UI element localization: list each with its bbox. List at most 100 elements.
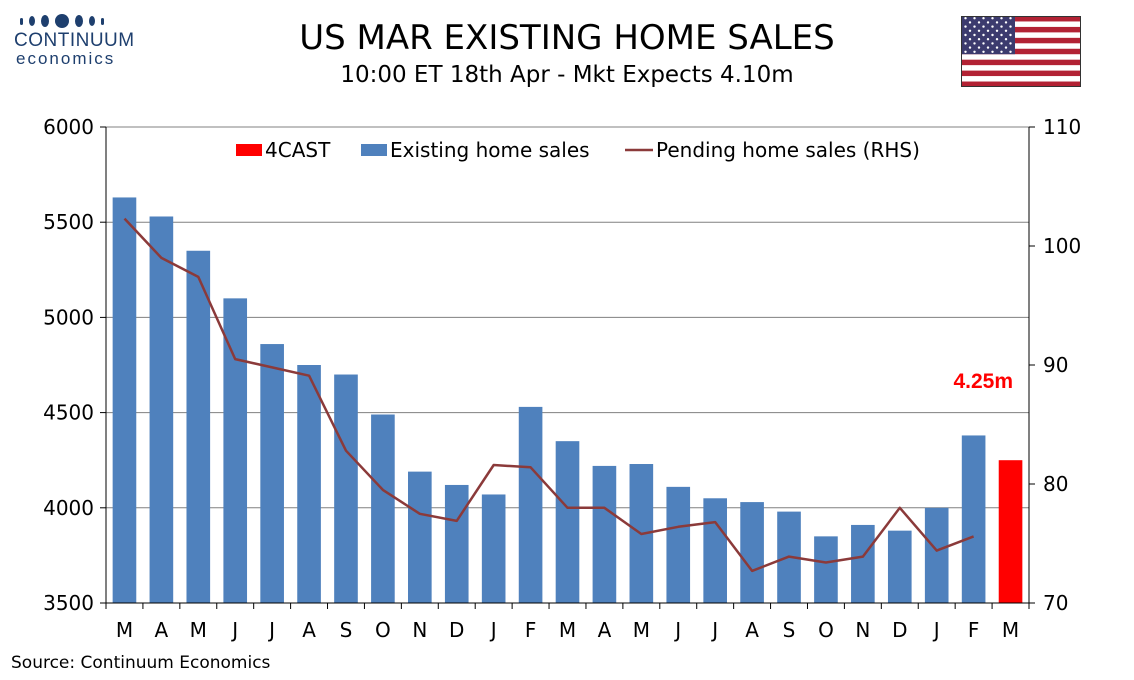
source-note: Source: Continuum Economics: [11, 653, 271, 673]
flag-star: [977, 21, 981, 24]
logo-sub: economics: [16, 49, 116, 68]
flag-star: [968, 21, 972, 24]
flag-star: [991, 50, 994, 53]
forecast-bar: [998, 460, 1023, 603]
x-tick-label: M: [1002, 618, 1019, 642]
y-left-tick-label: 5000: [43, 305, 94, 329]
flag-star: [982, 25, 985, 28]
flag-star: [1000, 42, 1003, 45]
bar: [260, 344, 284, 603]
flag-star: [986, 38, 990, 41]
flag-star: [982, 17, 985, 20]
bar: [223, 298, 248, 603]
bar: [814, 536, 838, 603]
x-tick-label: O: [375, 618, 391, 642]
bar: [851, 524, 875, 603]
flag-star: [1000, 17, 1003, 20]
flag-star: [986, 21, 990, 24]
flag-star: [964, 42, 967, 45]
flag-star: [982, 33, 985, 37]
x-tick-label: N: [855, 618, 870, 642]
company-logo: CONTINUUM economics: [14, 14, 144, 84]
flag-star: [1009, 25, 1012, 28]
flag-star: [1009, 50, 1012, 53]
flag-star: [982, 50, 985, 53]
bar: [297, 365, 321, 603]
bar: [961, 435, 986, 603]
flag-star: [964, 17, 967, 20]
x-tick-label: S: [783, 618, 796, 642]
x-tick-label: A: [155, 618, 169, 642]
flag-star: [973, 17, 976, 20]
flag-star: [968, 38, 972, 41]
x-tick-label: A: [302, 618, 316, 642]
x-tick-label: M: [559, 618, 576, 642]
x-tick-label: M: [190, 618, 207, 642]
flag-star: [991, 42, 994, 45]
flag-star: [968, 46, 972, 49]
bar: [666, 486, 691, 603]
flag-star: [1000, 33, 1003, 37]
y-right-tick-label: 80: [1043, 472, 1068, 496]
x-tick-label: M: [633, 618, 650, 642]
bar: [740, 502, 764, 603]
flag-star: [995, 21, 999, 24]
flag-star: [973, 50, 976, 53]
flag-star: [964, 33, 967, 37]
x-tick-label: D: [892, 618, 907, 642]
y-right-tick-label: 100: [1043, 234, 1081, 258]
y-left-tick-label: 4500: [43, 401, 94, 425]
flag-star: [1009, 33, 1012, 37]
flag-star: [1009, 17, 1012, 20]
x-tick-label: M: [116, 618, 133, 642]
flag-star: [1000, 25, 1003, 28]
x-tick-label: J: [267, 618, 275, 642]
y-right-tick-label: 90: [1043, 353, 1068, 377]
x-tick-label: A: [598, 618, 612, 642]
legend-swatch-existing: [361, 144, 387, 156]
bar: [112, 197, 137, 603]
bar: [518, 406, 543, 603]
flag-star: [991, 17, 994, 20]
flag-star: [986, 29, 990, 32]
logo-dots: [20, 14, 144, 28]
x-tick-label: F: [525, 618, 537, 642]
y-left-tick-label: 3500: [43, 591, 94, 615]
flag-star: [982, 42, 985, 45]
y-left-tick-label: 4000: [43, 496, 94, 520]
x-tick-label: O: [818, 618, 834, 642]
x-tick-label: S: [340, 618, 353, 642]
chart-title: US MAR EXISTING HOME SALES: [299, 18, 835, 58]
bar: [371, 414, 395, 603]
flag-star: [973, 25, 976, 28]
legend-label-existing: Existing home sales: [390, 138, 590, 162]
flag-star: [1004, 29, 1008, 32]
flag-star: [991, 33, 994, 37]
bar: [408, 471, 432, 603]
x-tick-label: J: [230, 618, 238, 642]
bar: [703, 498, 727, 603]
y-left-tick-label: 6000: [43, 115, 94, 139]
y-right-tick-label: 110: [1043, 115, 1081, 139]
bar: [149, 216, 174, 603]
legend-label-pending: Pending home sales (RHS): [656, 138, 920, 162]
bar: [481, 494, 506, 603]
flag-star: [995, 46, 999, 49]
flag-star: [1004, 21, 1008, 24]
flag-star: [995, 29, 999, 32]
flag-star: [977, 46, 981, 49]
flag-star: [1004, 46, 1008, 49]
bar: [887, 530, 912, 603]
x-tick-label: J: [673, 618, 681, 642]
flag-star: [991, 25, 994, 28]
x-tick-label: J: [932, 618, 940, 642]
us-flag-icon: [961, 16, 1081, 87]
x-tick-label: D: [449, 618, 464, 642]
bar: [592, 465, 617, 603]
chart-subtitle: 10:00 ET 18th Apr - Mkt Expects 4.10m: [340, 62, 794, 88]
y-left-tick-label: 5500: [43, 210, 94, 234]
flag-star: [973, 33, 976, 37]
x-tick-label: J: [710, 618, 718, 642]
legend-label-forecast: 4CAST: [265, 138, 331, 162]
